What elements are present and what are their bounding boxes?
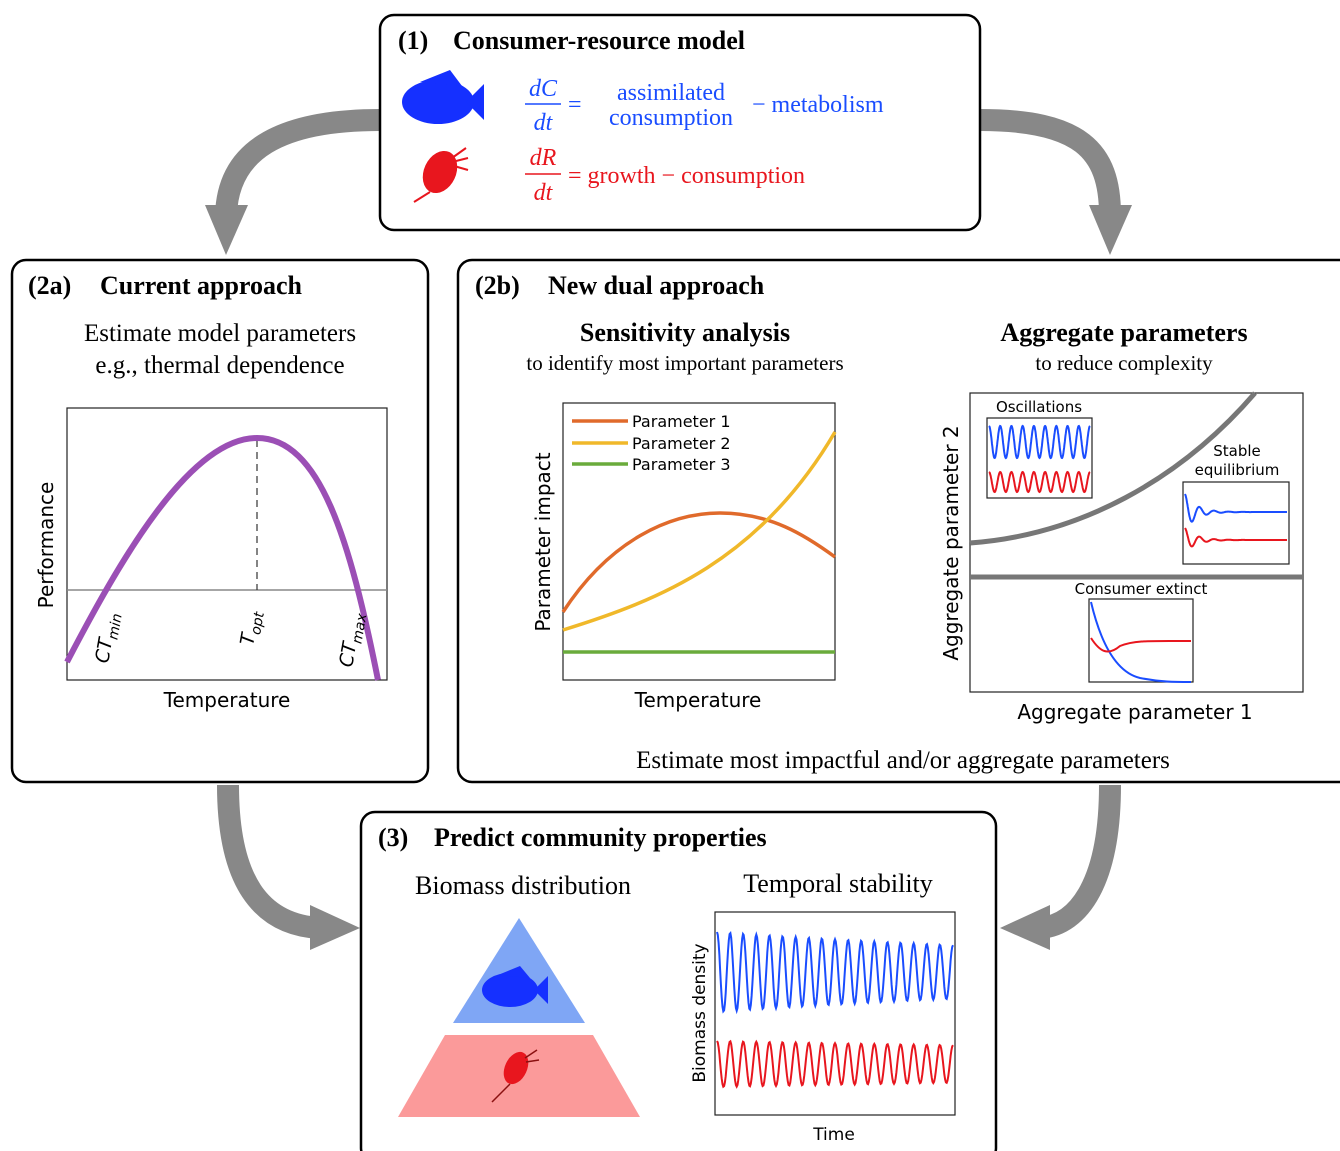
inset-series [988, 470, 1091, 494]
arrow [1038, 784, 1121, 939]
parameter-2-curve [562, 431, 837, 632]
inset-series [1184, 493, 1287, 523]
arrow [979, 109, 1121, 216]
section-title: Sensitivity analysis [580, 318, 790, 347]
inset-label: Consumer extinct [1075, 580, 1208, 598]
section-title: Temporal stability [743, 869, 933, 898]
section-title: Biomass distribution [415, 871, 631, 900]
arrow [217, 784, 321, 939]
plot-frame [562, 402, 836, 681]
section-subtitle: to reduce complexity [1035, 351, 1213, 375]
inset-series [1184, 527, 1287, 548]
equation-numerator: dC [529, 76, 558, 102]
time-series [716, 930, 954, 1015]
box-title: Consumer-resource model [453, 26, 745, 55]
y-axis-label: Aggregate parameter 2 [939, 425, 963, 660]
x-axis-label: Time [812, 1125, 855, 1145]
boundary-curve [969, 391, 1257, 546]
box-number: (3) [378, 823, 408, 852]
plot-frame [66, 407, 388, 681]
box-title: Predict community properties [434, 823, 767, 852]
legend-label: Parameter 2 [632, 434, 731, 453]
inset-label: equilibrium [1195, 461, 1280, 479]
y-axis-label: Performance [34, 482, 58, 609]
equation-term: = growth − consumption [568, 163, 805, 189]
arrows [205, 109, 1132, 950]
zooplankton-icon [491, 1049, 540, 1103]
section-title: Aggregate parameters [1000, 318, 1247, 347]
inset-series [988, 424, 1091, 460]
inset-frame [1088, 598, 1194, 683]
x-axis-label: Aggregate parameter 1 [1017, 700, 1252, 724]
inset-label: Stable [1213, 442, 1261, 460]
equation-denominator: dt [534, 110, 554, 136]
section-subtitle: to identify most important parameters [526, 351, 843, 375]
time-series [716, 1039, 954, 1089]
zooplankton-icon [413, 147, 469, 203]
equation-operator: = [568, 92, 582, 118]
box-footer: Estimate most impactful and/or aggregate… [636, 747, 1170, 774]
parameter-1-curve [561, 511, 837, 613]
y-axis-label: Biomass density [690, 943, 710, 1082]
performance-curve [64, 434, 381, 681]
y-axis-label: Parameter impact [531, 452, 555, 631]
legend-label: Parameter 1 [632, 412, 731, 431]
box-number: (2b) [475, 271, 520, 300]
fish-icon [482, 966, 548, 1007]
box-title: New dual approach [548, 271, 765, 300]
marker-label: CTmin [91, 611, 126, 666]
equation-numerator: dR [530, 145, 557, 171]
arrow-head [1000, 905, 1050, 950]
equation-term: assimilated [617, 80, 725, 106]
description: e.g., thermal dependence [95, 352, 344, 379]
box-number: (2a) [28, 271, 71, 300]
arrow [215, 109, 381, 216]
inset-series [1090, 601, 1192, 683]
x-axis-label: Temperature [163, 688, 291, 712]
equation-denominator: dt [534, 180, 554, 206]
plot-frame [714, 911, 956, 1116]
arrow-head [1089, 205, 1132, 255]
fish-icon [402, 70, 484, 124]
box-title: Current approach [100, 271, 303, 300]
arrow-head [310, 905, 360, 950]
equation-term: consumption [609, 105, 733, 131]
inset-frame [1182, 481, 1290, 565]
box-number: (1) [398, 26, 428, 55]
equation-term: − metabolism [752, 92, 884, 118]
inset-frame [986, 417, 1093, 499]
description: Estimate model parameters [84, 320, 356, 347]
x-axis-label: Temperature [634, 688, 762, 712]
inset-series [1090, 637, 1192, 653]
box [378, 13, 982, 232]
inset-label: Oscillations [996, 398, 1082, 416]
marker-label: CTmax [335, 610, 370, 670]
legend-label: Parameter 3 [632, 455, 731, 474]
marker-label: Topt [236, 609, 268, 648]
box [10, 258, 430, 784]
arrow-head [205, 205, 248, 255]
